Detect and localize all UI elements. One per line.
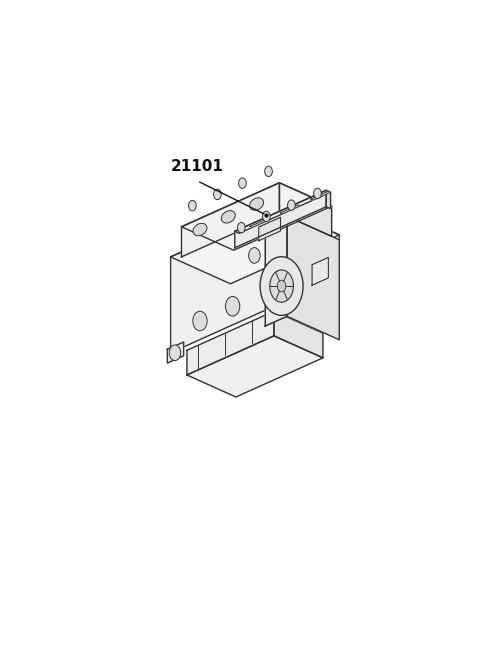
Polygon shape: [170, 208, 339, 284]
Polygon shape: [279, 183, 332, 236]
Circle shape: [314, 188, 321, 198]
Polygon shape: [280, 205, 300, 214]
Ellipse shape: [221, 211, 235, 223]
Polygon shape: [259, 217, 280, 241]
Circle shape: [277, 280, 286, 292]
Text: 21101: 21101: [170, 159, 224, 174]
Polygon shape: [279, 208, 339, 331]
Circle shape: [270, 270, 293, 302]
Circle shape: [238, 223, 245, 233]
Circle shape: [249, 248, 260, 263]
Polygon shape: [181, 183, 279, 257]
Polygon shape: [250, 219, 270, 227]
Polygon shape: [274, 311, 323, 358]
Polygon shape: [235, 190, 331, 233]
Circle shape: [193, 311, 207, 331]
Polygon shape: [168, 342, 184, 363]
Circle shape: [226, 297, 240, 316]
Circle shape: [288, 200, 295, 210]
Polygon shape: [187, 311, 274, 375]
Polygon shape: [326, 190, 331, 209]
Circle shape: [265, 166, 272, 177]
Polygon shape: [235, 190, 326, 248]
Circle shape: [260, 257, 303, 316]
Circle shape: [263, 211, 270, 221]
Polygon shape: [181, 183, 332, 250]
Ellipse shape: [193, 223, 207, 236]
Polygon shape: [287, 216, 339, 340]
Polygon shape: [312, 257, 328, 286]
Circle shape: [214, 189, 221, 200]
Polygon shape: [170, 208, 279, 353]
Circle shape: [169, 345, 180, 361]
Circle shape: [189, 200, 196, 211]
Polygon shape: [311, 191, 331, 200]
Circle shape: [239, 178, 246, 189]
Ellipse shape: [250, 198, 264, 210]
Polygon shape: [187, 336, 323, 397]
Polygon shape: [265, 216, 287, 326]
